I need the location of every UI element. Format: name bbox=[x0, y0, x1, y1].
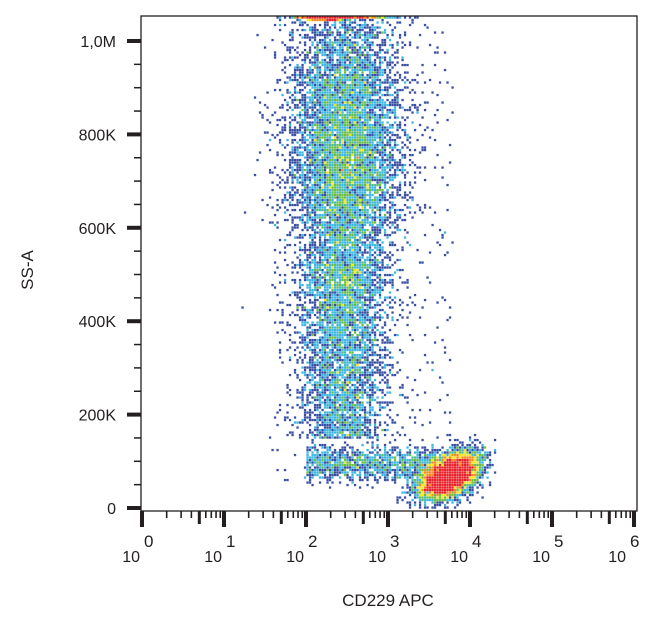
x-tick-exponent: 3 bbox=[390, 532, 399, 551]
y-axis: 0 200K 400K 600K 800K 1,0M bbox=[79, 34, 141, 518]
x-tick-exponent: 5 bbox=[554, 532, 563, 551]
x-tick-base: 10 bbox=[204, 549, 222, 566]
y-tick-label: 200K bbox=[79, 408, 117, 425]
x-tick-exponent: 1 bbox=[226, 532, 235, 551]
x-tick-base: 10 bbox=[122, 549, 140, 566]
x-axis-label: CD229 APC bbox=[342, 591, 434, 610]
x-tick-exponent: 2 bbox=[308, 532, 317, 551]
y-tick-label: 800K bbox=[79, 127, 117, 144]
y-tick-label: 1,0M bbox=[80, 34, 116, 51]
y-axis-label: SS-A bbox=[18, 250, 37, 290]
x-tick-base: 10 bbox=[608, 549, 626, 566]
y-tick-label: 400K bbox=[79, 314, 117, 331]
x-tick-base: 10 bbox=[368, 549, 386, 566]
x-tick-base: 10 bbox=[450, 549, 468, 566]
plot-frame bbox=[140, 15, 638, 512]
x-tick-base: 10 bbox=[286, 549, 304, 566]
x-tick-exponent: 0 bbox=[144, 532, 153, 551]
x-tick-exponent: 6 bbox=[630, 532, 639, 551]
y-tick-label: 600K bbox=[79, 221, 117, 238]
x-tick-exponent: 4 bbox=[472, 532, 481, 551]
density-dots bbox=[241, 16, 497, 509]
x-tick-base: 10 bbox=[532, 549, 550, 566]
y-tick-label: 0 bbox=[107, 501, 116, 518]
